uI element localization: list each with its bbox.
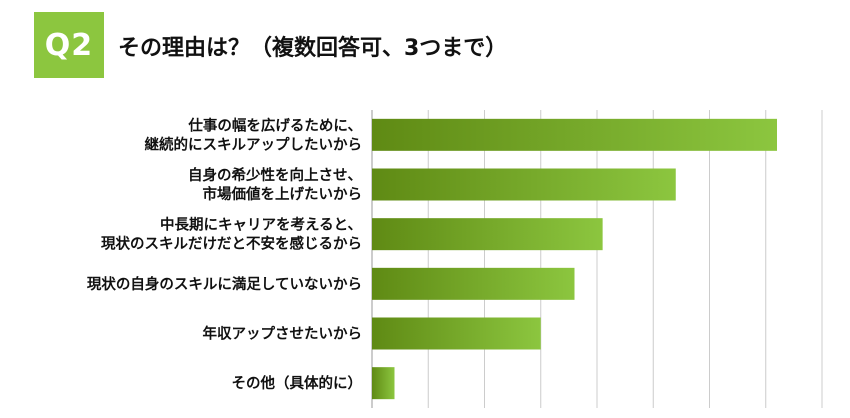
category-label-5: 年収アップさせたいから bbox=[203, 325, 363, 343]
category-label-4: 現状の自身のスキルに満足していないから bbox=[87, 275, 362, 293]
question-title: その理由は？（複数回答可、3つまで） bbox=[118, 36, 508, 61]
bar-5 bbox=[372, 317, 541, 350]
category-label-line: 年収アップさせたいから bbox=[203, 325, 363, 343]
category-label-2: 自身の希少性を向上させ、市場価値を上げたいから bbox=[188, 166, 362, 203]
category-label-line: 現状の自身のスキルに満足していないから bbox=[87, 275, 362, 293]
category-label-line: 中長期にキャリアを考えると、 bbox=[160, 216, 362, 234]
category-labels: 仕事の幅を広げるために、継続的にスキルアップしたいから自身の希少性を向上させ、市… bbox=[87, 116, 362, 392]
category-label-line: その他（具体的に） bbox=[232, 374, 363, 392]
bar-6 bbox=[372, 367, 395, 400]
bar-3 bbox=[372, 218, 603, 251]
bars bbox=[372, 118, 777, 400]
bar-1 bbox=[372, 118, 777, 151]
category-label-6: その他（具体的に） bbox=[232, 374, 363, 392]
category-label-line: 仕事の幅を広げるために、 bbox=[187, 116, 362, 134]
category-label-line: 自身の希少性を向上させ、 bbox=[188, 166, 362, 184]
gridlines bbox=[371, 110, 823, 408]
bar-4 bbox=[372, 267, 575, 300]
category-label-line: 市場価値を上げたいから bbox=[203, 185, 363, 203]
category-label-1: 仕事の幅を広げるために、継続的にスキルアップしたいから bbox=[145, 116, 363, 153]
category-label-3: 中長期にキャリアを考えると、現状のスキルだけだと不安を感じるから bbox=[101, 216, 362, 253]
category-label-line: 現状のスキルだけだと不安を感じるから bbox=[101, 235, 362, 253]
bar-2 bbox=[372, 168, 676, 201]
category-label-line: 継続的にスキルアップしたいから bbox=[145, 135, 363, 153]
question-badge: Q2 bbox=[34, 12, 104, 78]
